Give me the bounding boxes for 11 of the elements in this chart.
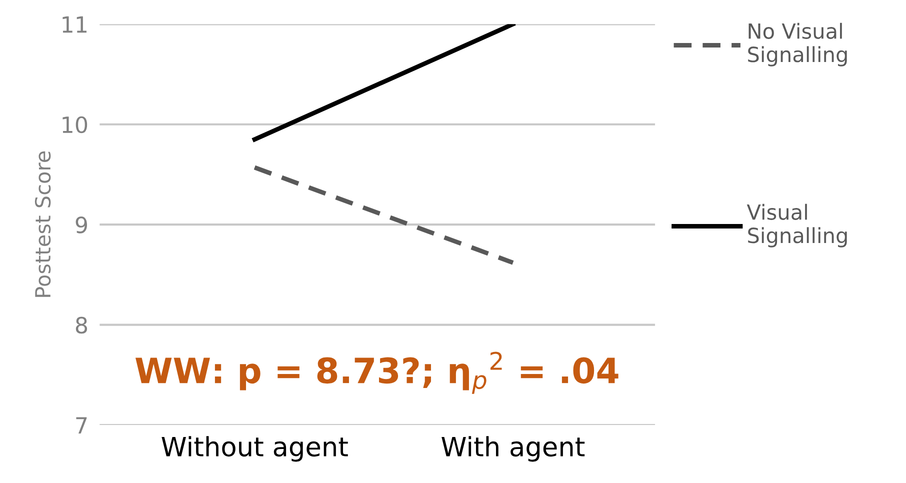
y-tick-label: 8 — [76, 316, 88, 334]
y-axis-title: Posttest Score — [34, 151, 51, 297]
y-tick-label: 11 — [62, 16, 86, 33]
legend-label: Visual Signalling — [746, 204, 847, 248]
x-tick-label: With agent — [442, 436, 585, 462]
legend-label: No Visual Signalling — [748, 22, 847, 66]
y-tick-label: 9 — [76, 216, 87, 234]
y-tick-label: 7 — [76, 417, 87, 434]
y-tick-label: 10 — [62, 116, 88, 134]
x-tick-label: Without agent — [162, 436, 348, 462]
annotation: WW: p = 8.73?; η$_{p}$$^{2}$ = .04 — [136, 352, 618, 394]
